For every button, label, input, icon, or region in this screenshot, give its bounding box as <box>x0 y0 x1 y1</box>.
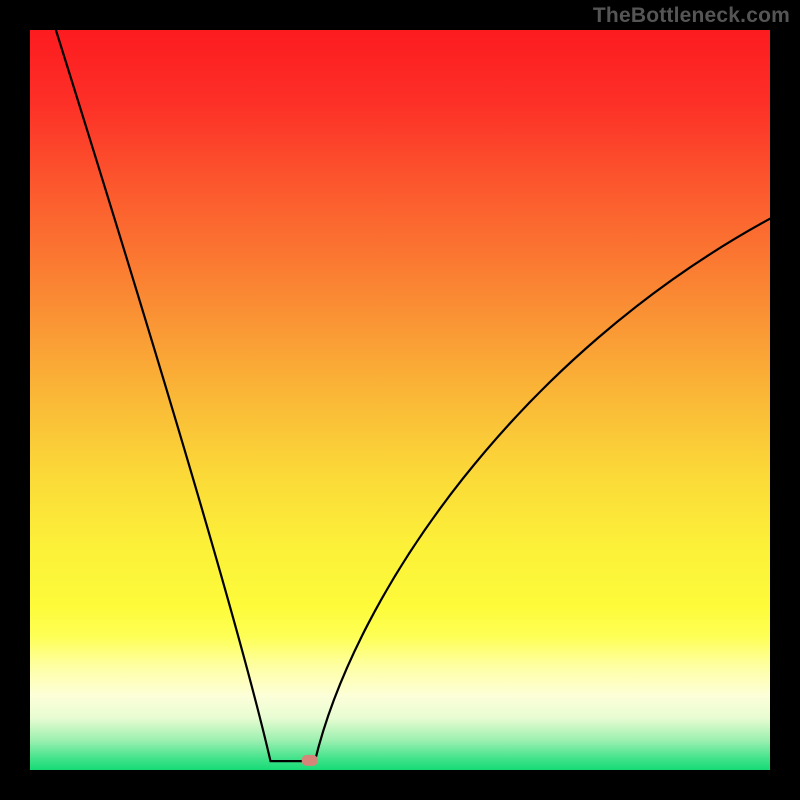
bottleneck-chart <box>0 0 800 800</box>
plot-area <box>30 30 770 770</box>
optimal-point-marker <box>302 755 318 766</box>
watermark-text: TheBottleneck.com <box>593 4 790 28</box>
chart-container: TheBottleneck.com <box>0 0 800 800</box>
